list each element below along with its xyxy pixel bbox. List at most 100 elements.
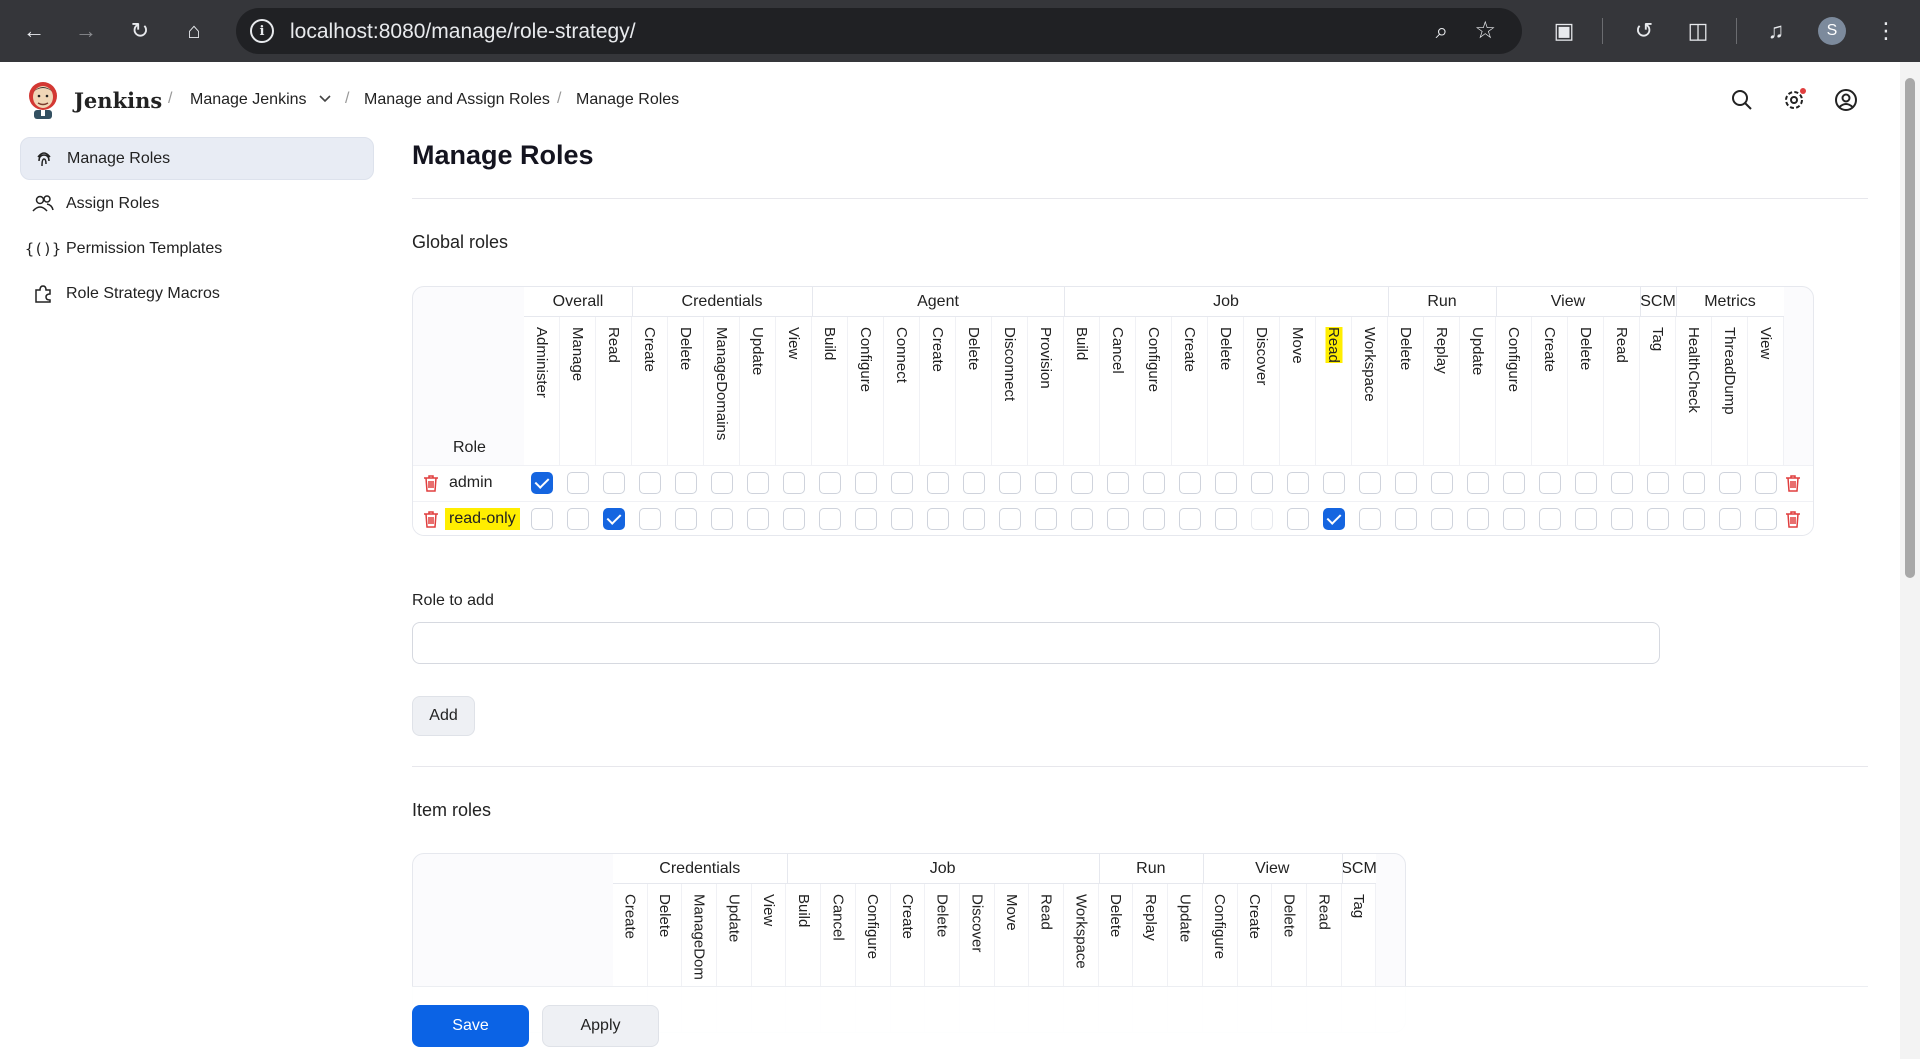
permission-checkbox[interactable] [747, 472, 769, 494]
permission-checkbox[interactable] [1611, 472, 1633, 494]
role-to-add-input[interactable] [412, 622, 1660, 664]
permission-checkbox[interactable] [1719, 472, 1741, 494]
permission-checkbox[interactable] [1287, 508, 1309, 530]
permission-checkbox[interactable] [1683, 472, 1705, 494]
permission-checkbox[interactable] [1251, 508, 1273, 530]
delete-role-icon[interactable] [423, 474, 439, 492]
breadcrumb-manage-assign-roles[interactable]: Manage and Assign Roles [364, 91, 550, 108]
permission-checkbox[interactable] [1539, 508, 1561, 530]
site-info-icon[interactable]: i [250, 19, 274, 43]
delete-role-icon[interactable] [1785, 474, 1801, 492]
zoom-icon[interactable]: ⌕ [1435, 18, 1448, 43]
sidebar-item-assign-roles[interactable]: Assign Roles [20, 182, 374, 225]
permission-checkbox[interactable] [1395, 508, 1417, 530]
delete-role-icon[interactable] [1785, 510, 1801, 528]
user-account-icon[interactable] [1832, 86, 1860, 114]
media-icon[interactable]: ♫ [1767, 18, 1785, 43]
permission-checkbox[interactable] [1035, 472, 1057, 494]
permission-checkbox[interactable] [1359, 508, 1381, 530]
permission-checkbox[interactable] [1503, 508, 1525, 530]
permission-checkbox[interactable] [1575, 472, 1597, 494]
permission-checkbox[interactable] [999, 508, 1021, 530]
reload-icon[interactable]: ↻ [130, 18, 150, 43]
permission-checkbox[interactable] [855, 508, 877, 530]
permission-checkbox[interactable] [855, 472, 877, 494]
permission-checkbox[interactable] [747, 508, 769, 530]
permission-checkbox[interactable] [963, 472, 985, 494]
delete-role-icon[interactable] [423, 510, 439, 528]
permission-checkbox[interactable] [1179, 508, 1201, 530]
permission-checkbox[interactable] [1395, 472, 1417, 494]
permission-checkbox[interactable] [675, 472, 697, 494]
permission-checkbox[interactable] [783, 472, 805, 494]
back-icon[interactable]: ← [23, 18, 45, 43]
permission-checkbox[interactable] [1035, 508, 1057, 530]
permission-checkbox[interactable] [1503, 472, 1525, 494]
home-icon[interactable]: ⌂ [187, 18, 201, 43]
permission-checkbox[interactable] [891, 508, 913, 530]
permission-checkbox[interactable] [1071, 508, 1093, 530]
permission-checkbox[interactable] [1611, 508, 1633, 530]
permission-checkbox[interactable] [639, 508, 661, 530]
permission-checkbox[interactable] [1071, 472, 1093, 494]
permission-checkbox[interactable] [1719, 508, 1741, 530]
permission-checkbox[interactable] [1143, 508, 1165, 530]
menu-kebab-icon[interactable]: ⋮ [1875, 18, 1897, 43]
search-icon[interactable] [1728, 86, 1756, 114]
permission-checkbox[interactable] [531, 508, 553, 530]
permission-checkbox[interactable] [1215, 508, 1237, 530]
permission-checkbox[interactable] [1179, 472, 1201, 494]
chevron-down-icon[interactable] [318, 94, 332, 104]
permission-checkbox[interactable] [567, 472, 589, 494]
permission-checkbox[interactable] [1107, 508, 1129, 530]
permission-checkbox[interactable] [675, 508, 697, 530]
profile-avatar[interactable]: S [1818, 17, 1846, 45]
permission-checkbox[interactable] [999, 472, 1021, 494]
permission-checkbox[interactable] [1539, 472, 1561, 494]
address-bar[interactable]: i localhost:8080/manage/role-strategy/ ⌕… [236, 8, 1522, 54]
permission-checkbox[interactable] [783, 508, 805, 530]
permission-checkbox[interactable] [1107, 472, 1129, 494]
sidebar-item-permission-templates[interactable]: {()} Permission Templates [20, 227, 374, 270]
permission-checkbox[interactable] [1431, 472, 1453, 494]
url-text[interactable]: localhost:8080/manage/role-strategy/ [290, 20, 636, 43]
permission-checkbox[interactable] [1647, 472, 1669, 494]
permission-checkbox[interactable] [1467, 508, 1489, 530]
page-scrollbar[interactable] [1900, 62, 1920, 1059]
permission-checkbox[interactable] [1359, 472, 1381, 494]
permission-checkbox[interactable] [1251, 472, 1273, 494]
sidebar-item-role-strategy-macros[interactable]: Role Strategy Macros [20, 272, 374, 315]
sidebar-item-manage-roles[interactable]: Manage Roles [20, 137, 374, 180]
breadcrumb-manage-jenkins[interactable]: Manage Jenkins [190, 91, 307, 108]
breadcrumb-manage-roles[interactable]: Manage Roles [576, 91, 680, 108]
permission-checkbox[interactable] [819, 472, 841, 494]
permission-checkbox[interactable] [567, 508, 589, 530]
permission-checkbox[interactable] [891, 472, 913, 494]
permission-checkbox[interactable] [603, 472, 625, 494]
permission-checkbox[interactable] [639, 472, 661, 494]
permission-checkbox[interactable] [603, 508, 625, 530]
settings-gear-icon[interactable] [1780, 86, 1808, 114]
apply-button[interactable]: Apply [542, 1005, 659, 1047]
scrollbar-thumb[interactable] [1905, 78, 1915, 578]
save-button[interactable]: Save [412, 1005, 529, 1047]
permission-checkbox[interactable] [1647, 508, 1669, 530]
permission-checkbox[interactable] [819, 508, 841, 530]
permission-checkbox[interactable] [963, 508, 985, 530]
bookmark-star-icon[interactable]: ☆ [1474, 17, 1496, 44]
permission-checkbox[interactable] [927, 472, 949, 494]
jenkins-logo-icon[interactable] [26, 80, 60, 120]
permission-checkbox[interactable] [1755, 472, 1777, 494]
permission-checkbox[interactable] [1143, 472, 1165, 494]
permission-checkbox[interactable] [1323, 472, 1345, 494]
permission-checkbox[interactable] [1683, 508, 1705, 530]
permission-checkbox[interactable] [1755, 508, 1777, 530]
permission-checkbox[interactable] [1215, 472, 1237, 494]
brand-name[interactable]: Jenkins [74, 88, 163, 113]
permission-checkbox[interactable] [1323, 508, 1345, 530]
permission-checkbox[interactable] [1467, 472, 1489, 494]
permission-checkbox[interactable] [531, 472, 553, 494]
add-role-button[interactable]: Add [412, 696, 475, 736]
history-icon[interactable]: ↺ [1634, 18, 1654, 43]
permission-checkbox[interactable] [927, 508, 949, 530]
